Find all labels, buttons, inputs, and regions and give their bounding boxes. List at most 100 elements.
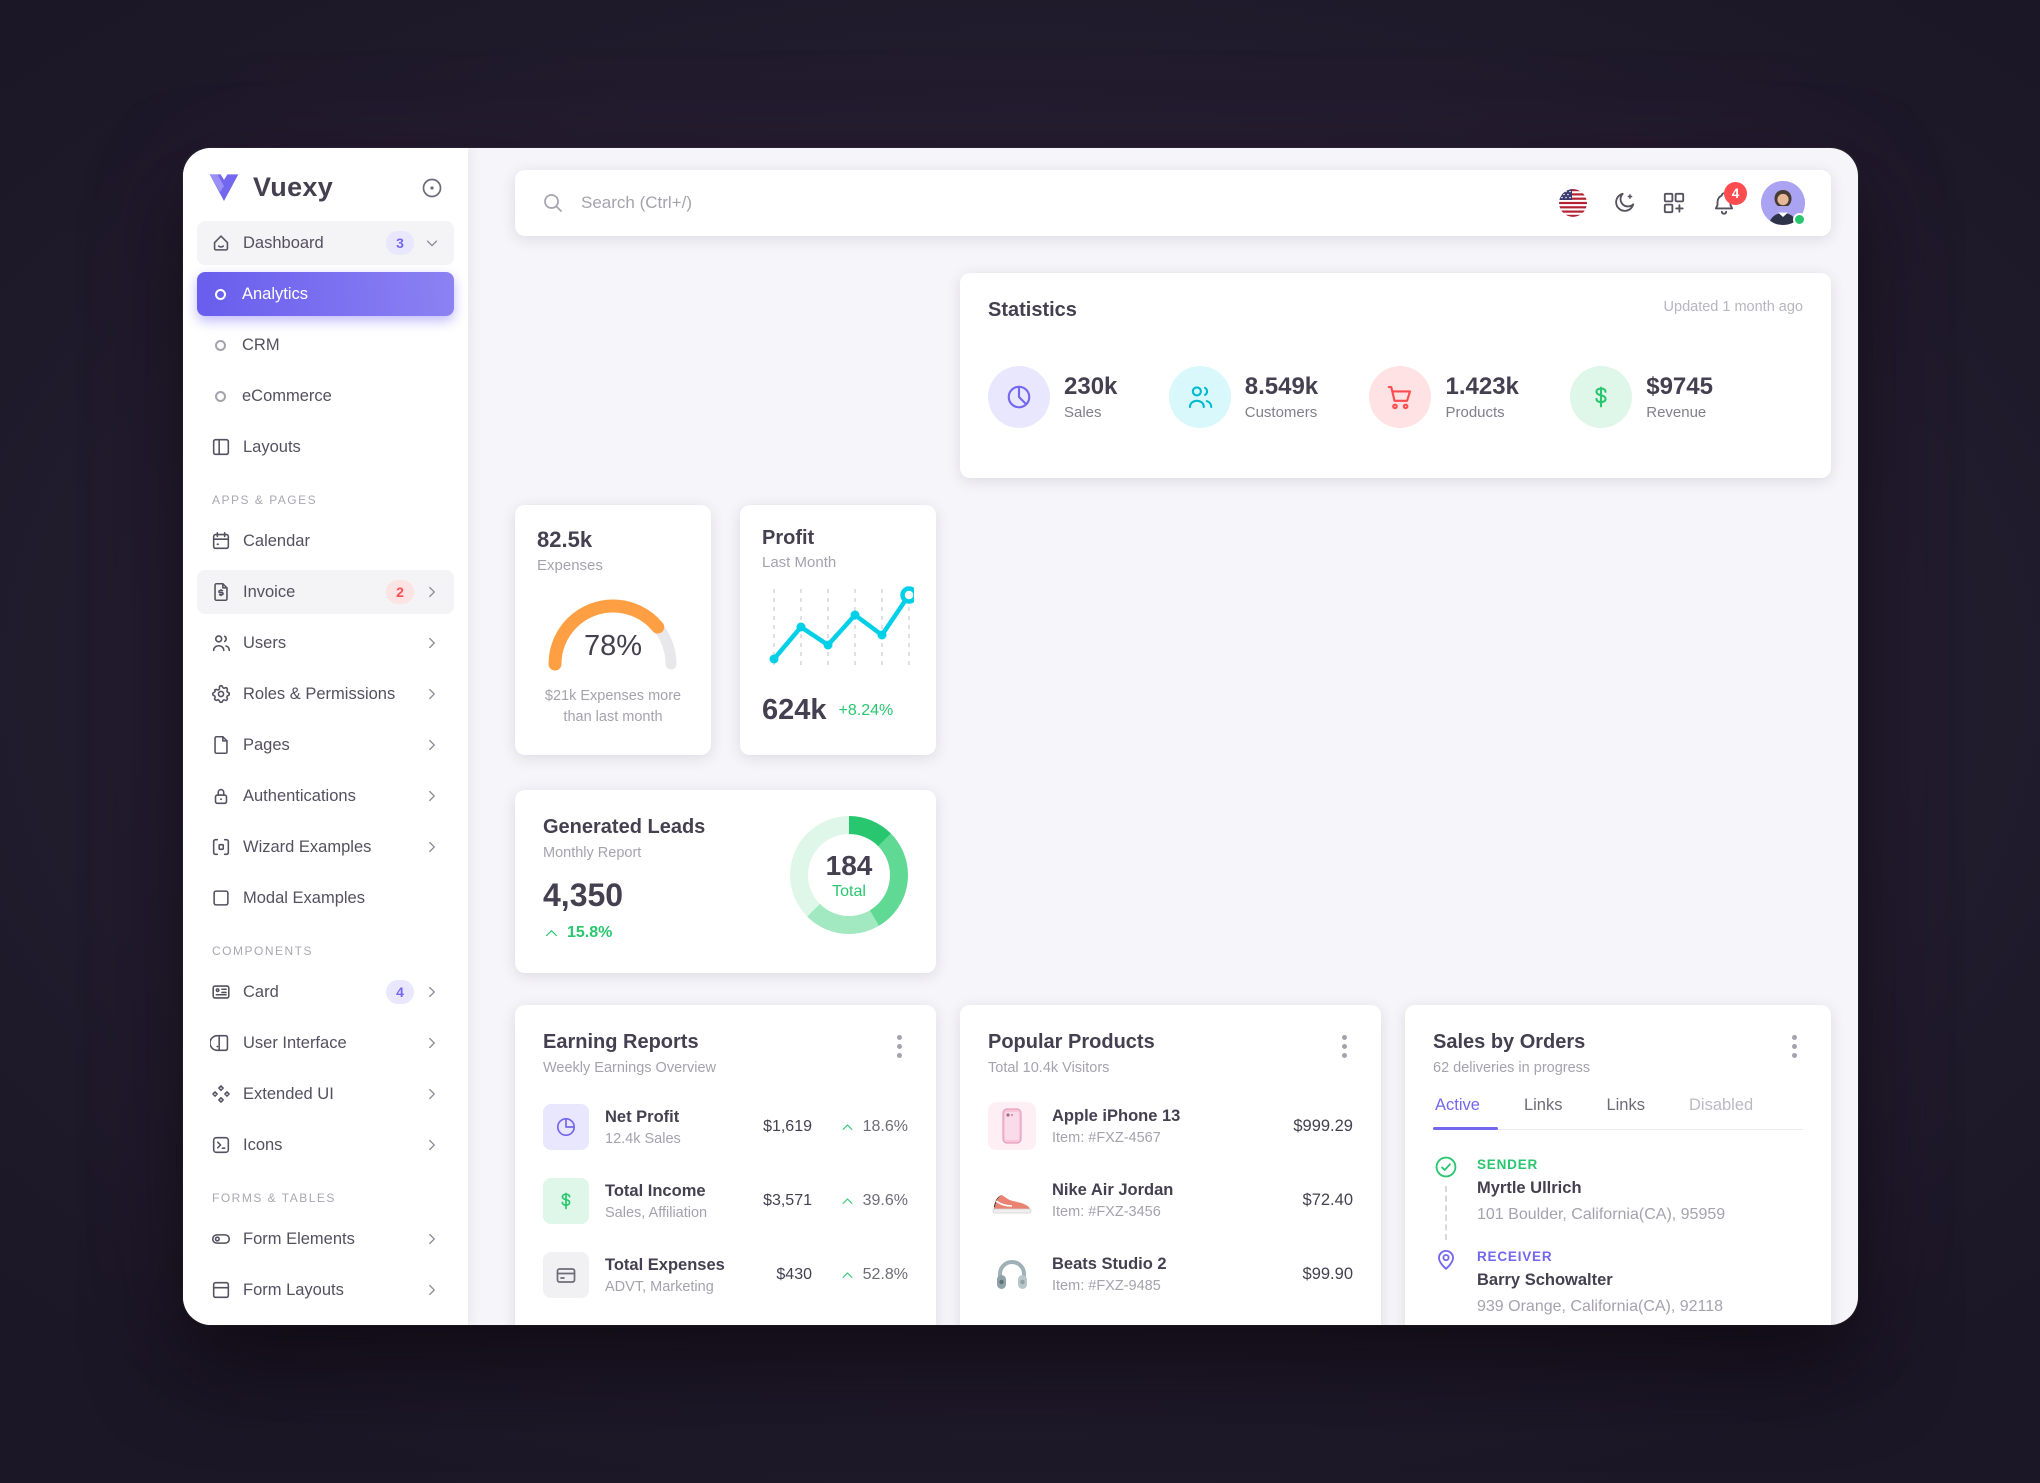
expenses-value: 82.5k xyxy=(537,527,593,552)
statistics-title: Statistics xyxy=(988,299,1077,321)
pie-chart-icon xyxy=(543,1104,589,1150)
product-row-nike: Nike Air Jordan Item: #FXZ-3456 $72.40 xyxy=(988,1176,1353,1224)
statistics-card: Statistics Updated 1 month ago 230k Sales… xyxy=(960,273,1831,478)
language-flag-icon[interactable] xyxy=(1559,189,1587,217)
chevron-right-icon xyxy=(429,1284,435,1296)
sidebar-item-icons[interactable]: Icons xyxy=(197,1123,454,1167)
dark-mode-icon[interactable] xyxy=(1611,190,1637,216)
sidebar-item-wizard-examples[interactable]: Wizard Examples xyxy=(197,825,454,869)
bullet-icon xyxy=(215,288,226,300)
expenses-percent: 78% xyxy=(583,630,643,662)
chevron-right-icon xyxy=(429,986,435,998)
sidebar-item-user-interface[interactable]: User Interface xyxy=(197,1021,454,1065)
sidebar-item-form-elements[interactable]: Form Elements xyxy=(197,1217,454,1261)
sidebar-collapse-icon[interactable] xyxy=(420,176,444,200)
sidebar-item-pages[interactable]: Pages xyxy=(197,723,454,767)
donut-total-value: 184 xyxy=(825,849,873,881)
sidebar-item-analytics[interactable]: Analytics xyxy=(197,272,454,316)
sidebar-item-calendar[interactable]: Calendar xyxy=(197,519,454,563)
leads-subtitle: Monthly Report xyxy=(543,845,642,861)
delivery-timeline: SENDER Myrtle Ullrich 101 Boulder, Calif… xyxy=(1433,1154,1803,1316)
sidebar-item-form-layouts[interactable]: Form Layouts xyxy=(197,1268,454,1312)
sidebar-item-users[interactable]: Users xyxy=(197,621,454,665)
generated-leads-card: Generated Leads Monthly Report 4,350 15.… xyxy=(515,790,936,973)
sidebar-item-modal-examples[interactable]: Modal Examples xyxy=(197,876,454,920)
wizard-icon xyxy=(212,838,230,856)
chevron-right-icon xyxy=(429,739,435,751)
customers-icon xyxy=(1168,366,1231,428)
profit-line-chart xyxy=(769,586,918,667)
notification-count-badge: 4 xyxy=(1724,182,1747,205)
sidebar-item-roles-permissions[interactable]: Roles & Permissions xyxy=(197,672,454,716)
file-icon xyxy=(214,735,228,755)
trend-up-icon xyxy=(842,1123,853,1130)
sidebar-item-label: Calendar xyxy=(243,531,310,550)
user-avatar[interactable] xyxy=(1761,181,1806,226)
profit-change: +8.24% xyxy=(838,701,894,719)
search-input[interactable] xyxy=(579,192,1559,214)
products-title: Popular Products xyxy=(988,1031,1155,1053)
sidebar-item-invoice[interactable]: Invoice 2 xyxy=(197,570,454,614)
stat-value: 8.549k xyxy=(1244,373,1319,400)
trend-up-icon xyxy=(842,1197,853,1204)
row-subtitle: ADVT, Marketing xyxy=(605,1278,714,1295)
chevron-right-icon xyxy=(429,1037,435,1049)
sidebar-item-layouts[interactable]: Layouts xyxy=(197,425,454,469)
shoe-product-image xyxy=(988,1176,1036,1224)
sidebar-item-label: Roles & Permissions xyxy=(243,684,396,703)
sidebar-item-dashboard[interactable]: Dashboard 3 xyxy=(197,221,454,265)
sidebar-item-label: Dashboard xyxy=(243,233,324,252)
stat-value: $9745 xyxy=(1646,373,1713,400)
kebab-menu-icon[interactable] xyxy=(1336,1031,1353,1062)
row-change: 52.8% xyxy=(862,1266,908,1283)
form-layout-icon xyxy=(212,1281,230,1299)
chevron-right-icon xyxy=(429,1233,435,1245)
tab-active[interactable]: Active xyxy=(1433,1096,1498,1130)
sidebar-item-card[interactable]: Card 4 xyxy=(197,970,454,1014)
pie-chart-icon xyxy=(988,366,1050,428)
sidebar-item-label: Form Layouts xyxy=(243,1280,344,1299)
kebab-menu-icon[interactable] xyxy=(1786,1031,1803,1062)
brand[interactable]: Vuexy xyxy=(197,164,454,221)
notifications-bell-icon[interactable]: 4 xyxy=(1711,182,1747,216)
chevron-right-icon xyxy=(429,688,435,700)
sidebar-item-extended-ui[interactable]: Extended UI xyxy=(197,1072,454,1116)
sidebar-item-label: Card xyxy=(243,982,279,1001)
sidebar-item-label: Pages xyxy=(243,735,290,754)
orders-tabs: Active Links Links Disabled xyxy=(1433,1096,1803,1130)
row-title: Total Expenses xyxy=(605,1255,725,1274)
calendar-icon xyxy=(212,531,230,550)
invoice-icon xyxy=(214,582,228,602)
stat-customers: 8.549k Customers xyxy=(1168,366,1319,428)
stat-label: Revenue xyxy=(1646,404,1707,421)
row-value: $430 xyxy=(776,1266,812,1283)
kebab-menu-icon[interactable] xyxy=(891,1031,908,1062)
chevron-right-icon xyxy=(429,637,435,649)
row-subtitle: Sales, Affiliation xyxy=(605,1204,708,1221)
sidebar-item-label: Invoice xyxy=(243,582,296,601)
earning-row-net-profit: Net Profit 12.4k Sales $1,619 18.6% xyxy=(543,1104,908,1150)
sidebar-item-crm[interactable]: CRM xyxy=(197,323,454,367)
row-subtitle: 12.4k Sales xyxy=(605,1130,681,1147)
search-icon[interactable] xyxy=(541,191,565,215)
sidebar-item-label: CRM xyxy=(242,335,280,354)
sidebar-item-label: Icons xyxy=(243,1135,283,1154)
lock-icon xyxy=(214,788,228,805)
earning-reports-card: Earning Reports Weekly Earnings Overview… xyxy=(515,1005,936,1325)
chevron-right-icon xyxy=(429,1088,435,1100)
sidebar-item-authentications[interactable]: Authentications xyxy=(197,774,454,818)
product-row-beats: Beats Studio 2 Item: #FXZ-9485 $99.90 xyxy=(988,1250,1353,1298)
card-icon xyxy=(212,985,230,999)
home-icon xyxy=(213,235,229,251)
sidebar-item-ecommerce[interactable]: eCommerce xyxy=(197,374,454,418)
earning-row-total-income: Total Income Sales, Affiliation $3,571 39… xyxy=(543,1178,908,1224)
receiver-name: Barry Schowalter xyxy=(1477,1271,1613,1289)
tab-disabled[interactable]: Disabled xyxy=(1689,1096,1754,1114)
invoice-badge: 2 xyxy=(386,580,414,604)
leads-value: 4,350 xyxy=(543,877,624,913)
tab-links-1[interactable]: Links xyxy=(1523,1096,1563,1114)
tab-links-2[interactable]: Links xyxy=(1606,1096,1645,1114)
shortcuts-grid-icon[interactable] xyxy=(1661,190,1687,216)
stat-value: 1.423k xyxy=(1445,373,1519,400)
terminal-icon xyxy=(212,1136,230,1154)
